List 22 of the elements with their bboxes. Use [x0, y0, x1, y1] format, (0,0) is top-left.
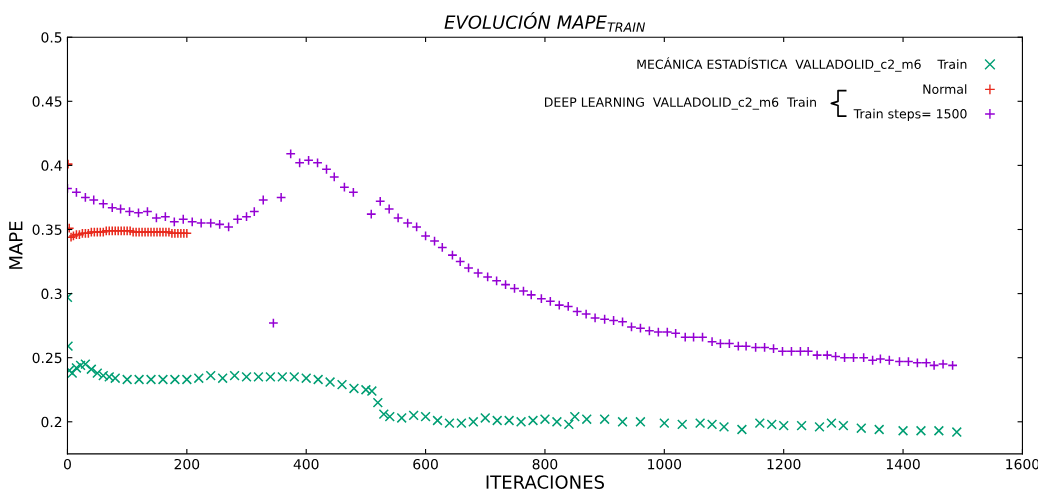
x-tick-label: 800: [532, 458, 558, 470]
x-tick-label: 0: [63, 458, 71, 470]
y-tick-label: 0.25: [32, 352, 62, 364]
x-tick-label: 1200: [767, 458, 801, 470]
y-tick-label: 0.3: [41, 288, 62, 300]
y-axis-title: MAPE: [9, 221, 23, 269]
y-tick-label: 0.35: [32, 224, 62, 235]
y-tick-label: 0.5: [41, 32, 62, 43]
chart-title: EVOLUCIÓN MAPE$_{TRAIN}$: [444, 12, 646, 32]
annotation: DEEP LEARNING VALLADOLID_c2_m6 Train: [545, 97, 816, 110]
y-tick-label: 0.45: [32, 96, 62, 107]
x-tick-label: 1000: [648, 458, 682, 470]
x-tick-label: 400: [293, 458, 319, 470]
x-tick-label: 600: [413, 458, 438, 470]
x-axis-title: ITERACIONES: [486, 475, 605, 489]
x-tick-label: 200: [174, 458, 200, 470]
x-tick-label: 1400: [886, 458, 920, 470]
legend-label: MECÁNICA ESTADÍSTICA VALLADOLID_c2_m6 Train: [637, 57, 967, 72]
y-tick-label: 0.4: [41, 160, 62, 171]
legend-label: Normal: [923, 84, 967, 94]
y-tick-label: 0.2: [41, 416, 62, 428]
legend-label: Train steps= 1500: [853, 108, 967, 121]
